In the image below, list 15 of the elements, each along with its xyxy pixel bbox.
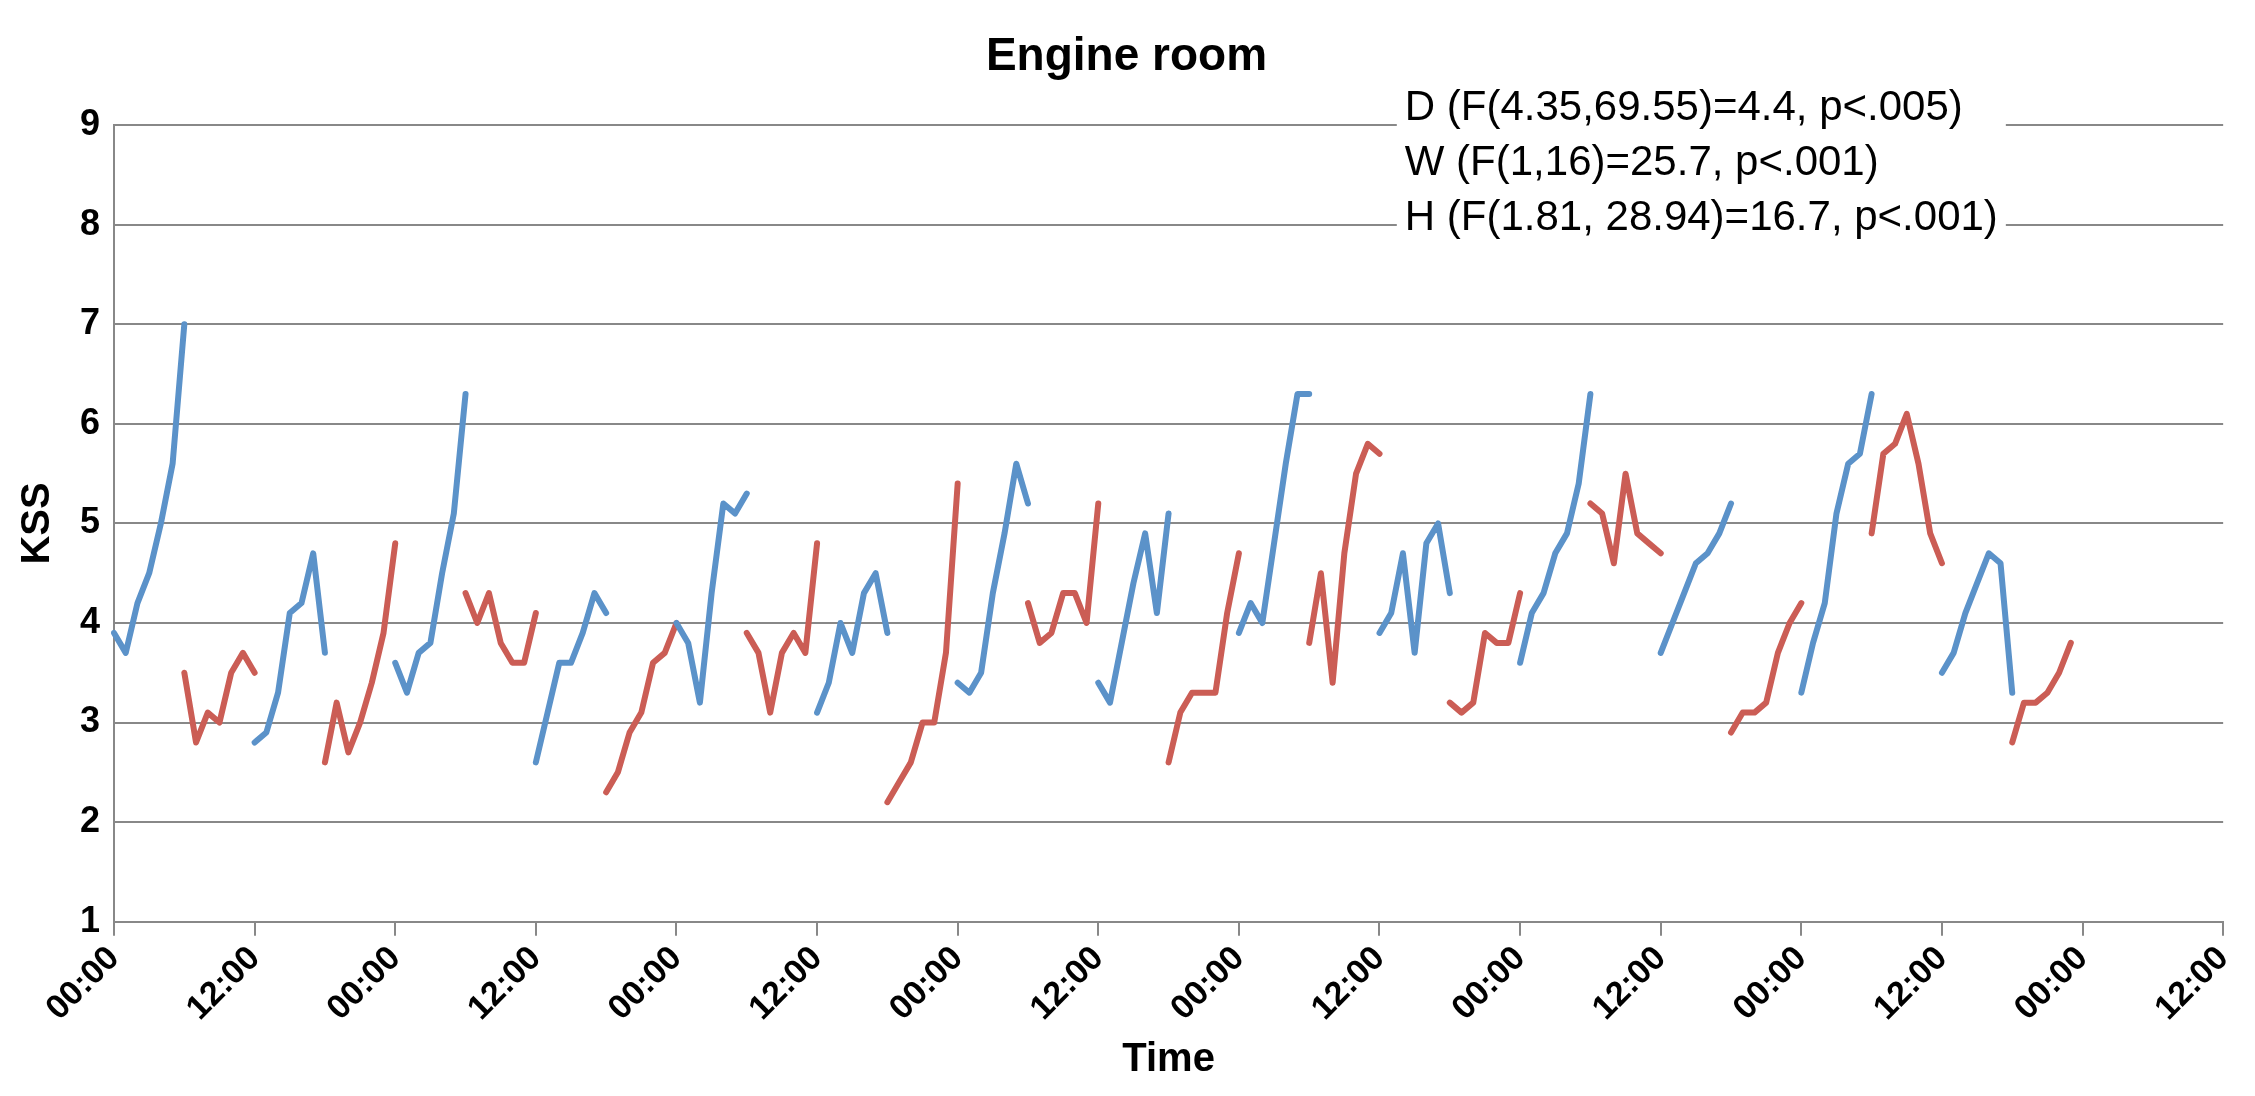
y-tick-label: 5 bbox=[79, 500, 101, 542]
y-tick-label: 8 bbox=[79, 201, 101, 243]
y-tick-label: 6 bbox=[79, 400, 101, 442]
y-tick-label: 9 bbox=[79, 102, 101, 144]
annotation: W (F(1,16)=25.7, p<.001) bbox=[1404, 136, 1879, 184]
annotation: D (F(4.35,69.55)=4.4, p<.005) bbox=[1404, 81, 1963, 129]
y-tick-label: 7 bbox=[79, 301, 101, 343]
y-tick-label: 2 bbox=[79, 799, 101, 841]
x-axis-title: Time bbox=[1122, 1035, 1215, 1080]
chart-title: Engine room bbox=[985, 28, 1268, 81]
y-tick-label: 4 bbox=[79, 599, 101, 641]
y-tick-label: 3 bbox=[79, 699, 101, 741]
y-axis-title: KSS bbox=[13, 482, 58, 565]
y-tick-label: 1 bbox=[79, 898, 101, 940]
annotation: H (F(1.81, 28.94)=16.7, p<.001) bbox=[1404, 191, 1998, 239]
